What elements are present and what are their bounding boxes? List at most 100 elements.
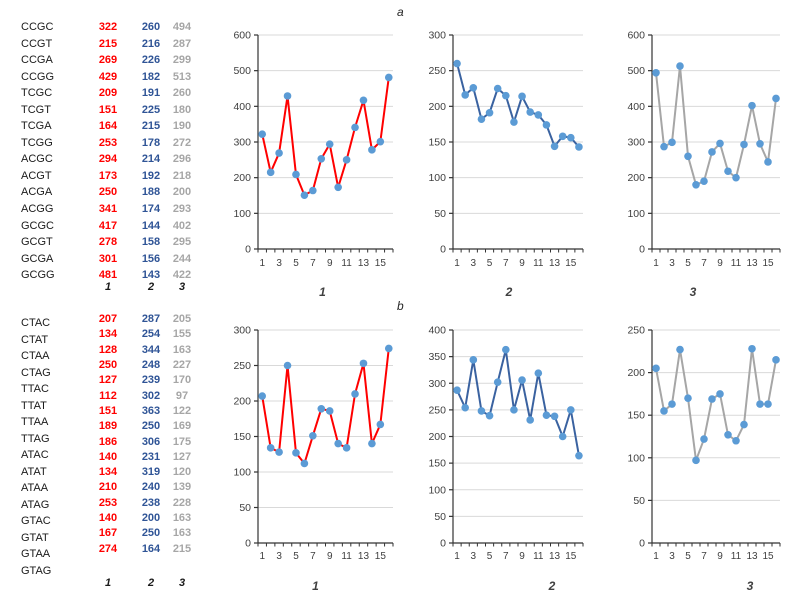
count-column-1: 322 215 269 429 209 151 164 253 294 173 250 341 417 2… xyxy=(80,19,136,284)
table-column-header: 2 xyxy=(147,281,155,293)
data-point-marker xyxy=(772,356,780,364)
sequence-label: ATAA xyxy=(21,482,49,494)
data-point-marker xyxy=(684,394,692,402)
sequence-label: GTAC xyxy=(21,515,51,527)
count-value: 299 xyxy=(172,54,192,67)
x-tick-label: 3 xyxy=(669,258,675,269)
x-tick-label: 7 xyxy=(310,551,316,562)
count-value: 363 xyxy=(141,404,161,417)
chart-number-label: 3 xyxy=(690,285,697,299)
data-point-marker xyxy=(526,416,534,424)
count-value: 254 xyxy=(141,328,161,341)
data-point-marker xyxy=(334,183,342,192)
count-value: 163 xyxy=(172,512,192,525)
count-value: 190 xyxy=(172,120,192,133)
count-value: 134 xyxy=(98,328,118,341)
count-value: 228 xyxy=(172,496,192,509)
data-point-marker xyxy=(708,395,716,403)
count-value: 127 xyxy=(172,450,192,463)
x-tick-label: 5 xyxy=(293,551,299,562)
sequence-label: ACGA xyxy=(21,186,53,199)
table-column-header: 3 xyxy=(178,281,186,293)
sequence-label: TTAC xyxy=(21,383,49,395)
x-tick-label: 5 xyxy=(685,258,691,269)
sequence-label: GTAT xyxy=(21,531,49,544)
chart-number-label: 1 xyxy=(312,579,319,593)
data-point-marker xyxy=(756,400,764,408)
y-tick-label: 500 xyxy=(233,65,251,77)
data-point-marker xyxy=(477,115,486,123)
sequence-label: ATAT xyxy=(21,465,47,478)
count-value: 293 xyxy=(172,203,192,216)
y-tick-label: 150 xyxy=(428,458,446,470)
x-tick-label: 5 xyxy=(293,258,299,269)
series-line xyxy=(456,63,580,148)
x-tick-label: 9 xyxy=(327,551,333,562)
x-tick-label: 11 xyxy=(341,551,352,562)
y-tick-label: 300 xyxy=(233,137,251,149)
data-point-marker xyxy=(384,344,393,353)
table-column-header: 2 xyxy=(147,577,155,589)
count-column-2: 260 216 226 182 191 225 215 178 214 192 188 174 144 1… xyxy=(123,19,179,284)
data-point-marker xyxy=(668,400,676,408)
count-value: 127 xyxy=(98,374,118,387)
table-column-header: 1 xyxy=(104,577,112,589)
count-column-2: 287 254 344 248 239 302 363 250 306 231 319 240 238 2… xyxy=(123,312,179,557)
data-point-marker xyxy=(772,94,780,103)
data-point-marker xyxy=(461,403,469,412)
y-tick-label: 100 xyxy=(627,452,645,464)
count-value: 260 xyxy=(172,87,192,100)
data-point-marker xyxy=(668,138,676,147)
data-point-marker xyxy=(258,392,267,400)
sequence-label: CCGA xyxy=(21,54,53,67)
count-value: 287 xyxy=(141,313,161,325)
y-tick-label: 0 xyxy=(639,244,645,256)
data-point-marker xyxy=(764,158,772,166)
count-value: 156 xyxy=(141,252,161,265)
count-value: 513 xyxy=(172,70,192,83)
count-value: 205 xyxy=(172,313,192,325)
x-tick-label: 13 xyxy=(549,551,561,562)
data-point-marker xyxy=(700,435,708,443)
data-point-marker xyxy=(376,420,385,429)
count-value: 231 xyxy=(141,450,161,463)
count-value: 274 xyxy=(98,542,118,555)
data-point-marker xyxy=(550,142,559,151)
count-value: 173 xyxy=(98,169,118,182)
y-tick-label: 100 xyxy=(233,467,251,479)
count-value: 191 xyxy=(141,87,161,100)
x-tick-label: 9 xyxy=(717,551,723,562)
data-point-marker xyxy=(317,405,326,413)
count-value: 167 xyxy=(98,527,118,540)
x-tick-label: 7 xyxy=(701,551,707,562)
y-tick-label: 350 xyxy=(428,351,446,363)
y-tick-label: 50 xyxy=(239,502,251,514)
sequence-label: TCGA xyxy=(21,120,52,133)
count-value: 295 xyxy=(172,236,192,249)
data-point-marker xyxy=(510,406,518,414)
y-tick-label: 100 xyxy=(428,484,446,496)
count-value: 174 xyxy=(141,203,161,216)
y-tick-label: 250 xyxy=(428,65,446,77)
y-tick-label: 500 xyxy=(627,65,645,77)
data-point-marker xyxy=(275,149,283,157)
count-value: 239 xyxy=(141,374,161,387)
y-tick-label: 0 xyxy=(245,244,251,256)
x-tick-label: 3 xyxy=(276,258,282,269)
data-point-marker xyxy=(756,139,764,148)
x-tick-label: 15 xyxy=(375,258,387,269)
x-tick-label: 5 xyxy=(487,258,493,269)
y-tick-label: 50 xyxy=(434,511,446,523)
data-point-marker xyxy=(469,356,478,364)
data-point-marker xyxy=(660,142,668,151)
count-value: 250 xyxy=(141,420,161,433)
count-value: 253 xyxy=(98,496,118,509)
data-point-marker xyxy=(716,390,724,398)
data-point-marker xyxy=(493,84,502,93)
x-tick-label: 7 xyxy=(503,258,509,269)
x-tick-label: 11 xyxy=(731,551,742,562)
count-value: 214 xyxy=(141,153,161,166)
data-point-marker xyxy=(558,432,567,441)
